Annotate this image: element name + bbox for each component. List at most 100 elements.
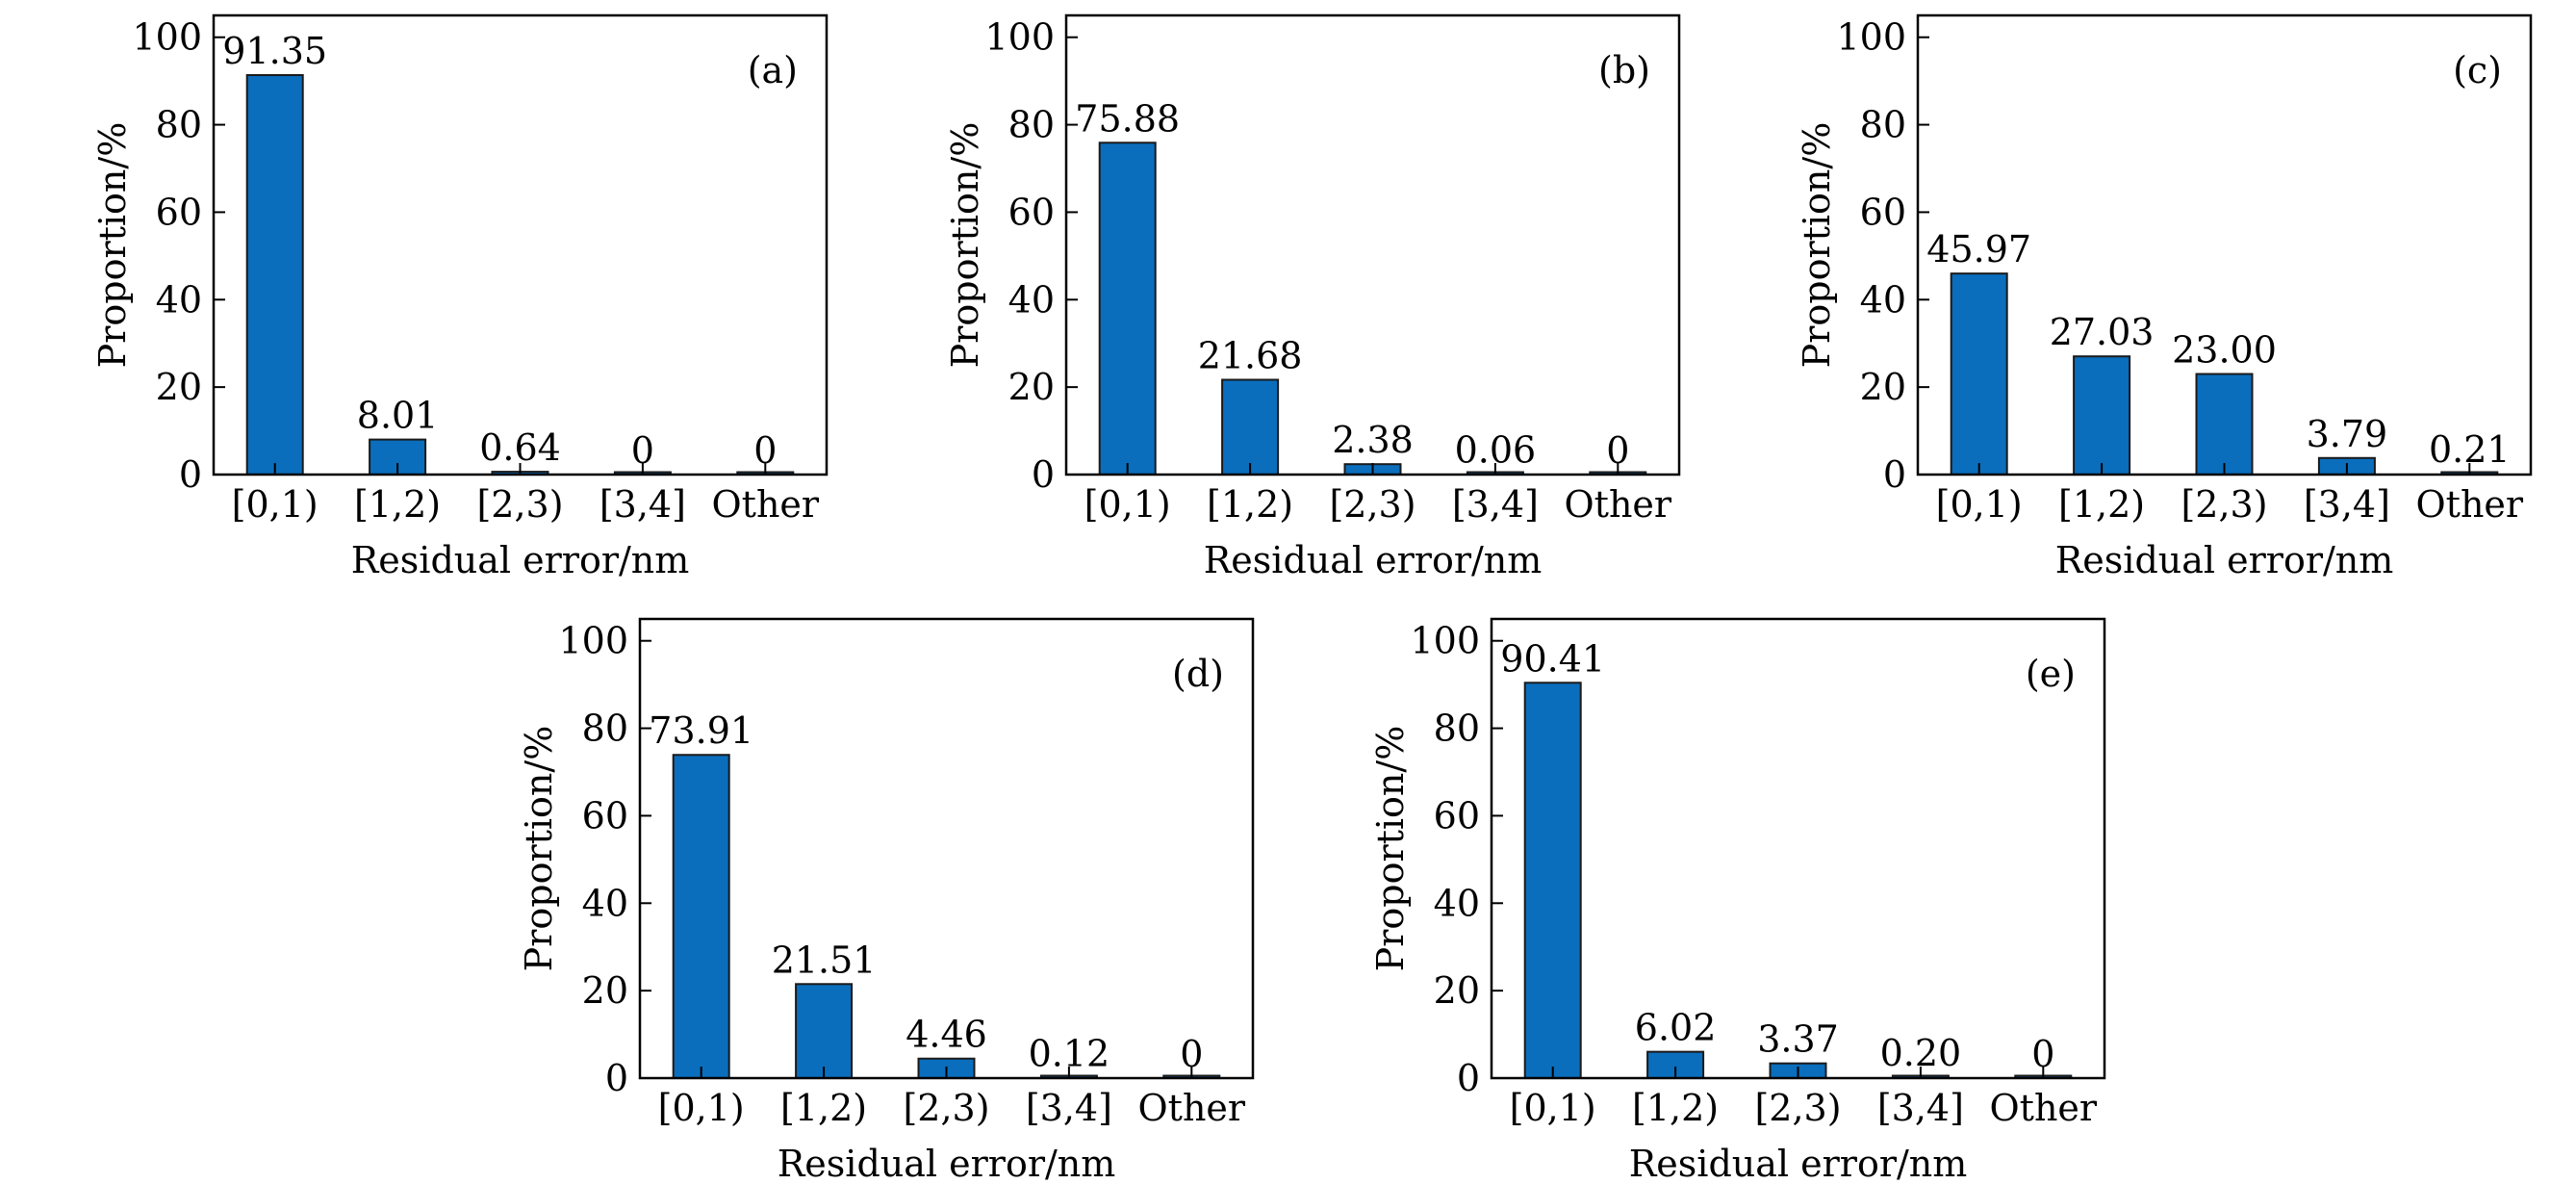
- y-axis-title-b: Proportion/%: [944, 122, 986, 369]
- data-label-a-1: 91.35: [222, 30, 327, 72]
- bar-e-1: [1523, 682, 1582, 1079]
- y-tick-label-e-20: 20: [1434, 969, 1480, 1012]
- data-label-b-2: 21.68: [1198, 335, 1303, 377]
- bar-a-1: [245, 74, 304, 476]
- data-label-a-2: 8.01: [357, 395, 439, 437]
- bar-d-1: [672, 754, 730, 1079]
- y-tick-label-b-80: 80: [1008, 104, 1055, 146]
- data-label-b-3: 2.38: [1332, 419, 1414, 461]
- x-tick-label-d-2: [1,2): [780, 1087, 867, 1129]
- y-tick-label-d-40: 40: [582, 882, 628, 924]
- y-tick-label-e-0: 0: [1457, 1057, 1480, 1099]
- x-tick-label-c-4: [3,4]: [2304, 483, 2390, 526]
- x-tick-label-d-3: [2,3): [903, 1087, 989, 1129]
- x-tick-label-a-4: [3,4]: [599, 483, 686, 526]
- y-tick-label-a-100: 100: [132, 16, 202, 59]
- y-tick-label-d-0: 0: [605, 1057, 628, 1099]
- x-tick-label-c-3: [2,3): [2181, 483, 2267, 526]
- y-axis-title-e: Proportion/%: [1369, 726, 1412, 972]
- x-tick-label-a-2: [1,2): [354, 483, 441, 526]
- data-label-d-1: 73.91: [649, 709, 753, 752]
- x-axis-title-b: Residual error/nm: [1204, 539, 1543, 581]
- y-tick-label-c-20: 20: [1860, 366, 1906, 408]
- y-tick-label-c-80: 80: [1860, 104, 1906, 146]
- y-tick-label-a-60: 60: [156, 191, 202, 233]
- y-tick-label-b-20: 20: [1008, 366, 1055, 408]
- x-tick-label-d-4: [3,4]: [1026, 1087, 1112, 1129]
- x-axis-title-e: Residual error/nm: [1629, 1143, 1968, 1184]
- x-tick-label-e-4: [3,4]: [1877, 1087, 1964, 1129]
- y-tick-label-c-0: 0: [1883, 453, 1906, 496]
- y-tick-label-d-20: 20: [582, 969, 628, 1012]
- y-tick-label-c-100: 100: [1836, 16, 1906, 59]
- y-tick-label-b-60: 60: [1008, 191, 1055, 233]
- bar-d-2: [795, 983, 854, 1079]
- x-tick-label-e-2: [1,2): [1632, 1087, 1719, 1129]
- x-tick-label-b-1: [0,1): [1084, 483, 1171, 526]
- x-axis-title-d: Residual error/nm: [778, 1143, 1116, 1184]
- y-tick-label-a-40: 40: [156, 278, 202, 321]
- data-label-e-2: 6.02: [1635, 1007, 1717, 1049]
- bar-c-1: [1950, 272, 2008, 476]
- y-tick-label-b-100: 100: [984, 16, 1055, 59]
- x-axis-title-c: Residual error/nm: [2055, 539, 2394, 581]
- x-tick-label-b-4: [3,4]: [1452, 483, 1539, 526]
- x-tick-label-e-1: [0,1): [1510, 1087, 1596, 1129]
- y-tick-label-a-20: 20: [156, 366, 202, 408]
- data-label-c-4: 3.79: [2307, 413, 2388, 455]
- y-axis-title-a: Proportion/%: [91, 122, 134, 369]
- y-tick-label-d-100: 100: [558, 620, 628, 662]
- y-tick-label-d-80: 80: [582, 708, 628, 750]
- x-tick-label-b-2: [1,2): [1207, 483, 1293, 526]
- y-tick-label-a-80: 80: [156, 104, 202, 146]
- data-label-d-3: 4.46: [905, 1014, 987, 1056]
- x-tick-label-e-3: [2,3): [1754, 1087, 1841, 1129]
- plot-frame-e: [1490, 617, 2106, 1080]
- plot-frame-b: [1064, 13, 1681, 476]
- y-tick-label-b-40: 40: [1008, 278, 1055, 321]
- x-tick-label-b-5: Other: [1565, 483, 1672, 526]
- bar-b-1: [1098, 142, 1157, 476]
- data-label-c-2: 27.03: [2050, 311, 2155, 353]
- x-axis-title-a: Residual error/nm: [351, 539, 690, 581]
- x-tick-label-e-5: Other: [1990, 1087, 2098, 1129]
- y-tick-label-e-40: 40: [1434, 882, 1480, 924]
- data-label-b-1: 75.88: [1075, 97, 1180, 140]
- x-tick-label-d-1: [0,1): [658, 1087, 745, 1129]
- x-tick-label-a-5: Other: [712, 483, 820, 526]
- x-tick-label-b-3: [2,3): [1329, 483, 1416, 526]
- y-tick-label-e-60: 60: [1434, 794, 1480, 837]
- plot-frame-a: [212, 13, 829, 476]
- x-tick-label-c-2: [1,2): [2058, 483, 2145, 526]
- y-axis-title-d: Proportion/%: [518, 726, 560, 972]
- panel-tag-c: (c): [2453, 49, 2502, 91]
- y-tick-label-e-80: 80: [1434, 708, 1480, 750]
- x-tick-label-a-1: [0,1): [232, 483, 319, 526]
- y-tick-label-e-100: 100: [1410, 620, 1480, 662]
- y-tick-label-d-60: 60: [582, 794, 628, 837]
- panel-tag-a: (a): [748, 49, 798, 91]
- panel-tag-d: (d): [1172, 653, 1224, 695]
- data-label-c-1: 45.97: [1926, 228, 2031, 270]
- bar-b-2: [1221, 378, 1280, 476]
- plot-frame-d: [638, 617, 1255, 1080]
- data-label-d-2: 21.51: [772, 939, 877, 981]
- bar-c-2: [2073, 355, 2131, 476]
- data-label-a-3: 0.64: [479, 426, 561, 469]
- y-tick-label-b-0: 0: [1032, 453, 1055, 496]
- x-tick-label-c-5: Other: [2416, 483, 2524, 526]
- y-axis-title-c: Proportion/%: [1796, 122, 1838, 369]
- y-tick-label-a-0: 0: [179, 453, 202, 496]
- data-label-e-1: 90.41: [1500, 637, 1605, 680]
- bar-c-3: [2195, 373, 2254, 476]
- data-label-c-3: 23.00: [2172, 329, 2277, 372]
- y-tick-label-c-40: 40: [1860, 278, 1906, 321]
- x-tick-label-d-5: Other: [1138, 1087, 1246, 1129]
- x-tick-label-c-1: [0,1): [1936, 483, 2023, 526]
